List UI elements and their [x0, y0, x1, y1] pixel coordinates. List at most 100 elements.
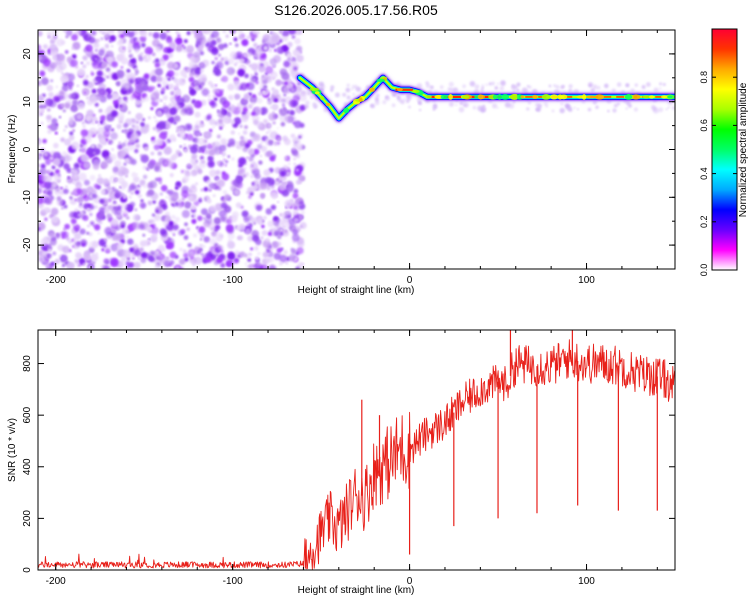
noise-speckle [177, 34, 181, 38]
noise-speckle [116, 242, 124, 249]
noise-speckle [181, 209, 190, 219]
noise-speckle [110, 128, 115, 132]
colorbar: 0.0 0.2 0.4 0.6 0.8 Normalized spectral ampl… [699, 28, 749, 276]
noise-speckle [117, 143, 124, 150]
noise-speckle [126, 216, 130, 220]
noise-speckle [80, 211, 85, 215]
noise-speckle [263, 265, 266, 268]
halo-speckle [548, 84, 552, 88]
noise-speckle [290, 248, 297, 255]
noise-speckle [177, 203, 183, 209]
noise-speckle [53, 173, 62, 182]
noise-speckle [124, 72, 130, 79]
noise-speckle [234, 250, 240, 256]
noise-speckle [250, 33, 257, 40]
noise-speckle [238, 132, 241, 135]
noise-speckle [48, 248, 52, 253]
y-tick-label: 400 [22, 458, 33, 475]
noise-speckle [166, 36, 173, 44]
noise-speckle [185, 107, 194, 116]
noise-speckle [118, 141, 121, 144]
noise-speckle [115, 233, 121, 239]
noise-speckle [153, 223, 157, 227]
noise-speckle [226, 218, 232, 225]
noise-speckle [167, 116, 176, 124]
noise-speckle [253, 106, 263, 115]
noise-speckle [283, 250, 288, 255]
noise-speckle [219, 151, 223, 154]
noise-speckle [108, 30, 115, 34]
noise-speckle [212, 73, 215, 75]
noise-speckle [146, 226, 153, 233]
noise-speckle [294, 168, 302, 177]
snr-line [38, 339, 675, 570]
noise-speckle [215, 169, 221, 176]
noise-speckle [153, 115, 157, 119]
noise-speckle [125, 261, 130, 266]
noise-speckle [267, 220, 275, 228]
noise-speckle [251, 114, 260, 122]
noise-speckle [140, 251, 148, 259]
noise-speckle [151, 136, 155, 141]
noise-speckle [293, 66, 298, 71]
noise-speckle [246, 156, 249, 159]
noise-speckle [127, 111, 131, 115]
noise-speckle [226, 139, 229, 142]
noise-speckle [114, 160, 122, 168]
noise-speckle [292, 210, 298, 215]
noise-speckle [138, 257, 141, 260]
noise-speckle [62, 264, 65, 267]
noise-speckle [220, 250, 224, 253]
noise-speckle [194, 32, 201, 39]
noise-speckle [251, 182, 255, 186]
halo-speckle [488, 82, 492, 86]
signal-blob [440, 94, 449, 99]
noise-speckle [291, 202, 297, 208]
noise-speckle [63, 204, 68, 209]
halo-speckle [595, 105, 599, 109]
noise-speckle [46, 31, 53, 37]
noise-speckle [282, 135, 288, 142]
noise-speckle [300, 225, 303, 228]
noise-speckle [99, 137, 106, 144]
halo-speckle [398, 98, 403, 103]
noise-speckle [62, 151, 67, 157]
noise-speckle [227, 155, 231, 158]
noise-speckle [141, 42, 146, 48]
noise-speckle [127, 207, 131, 211]
noise-speckle [243, 253, 248, 258]
noise-speckle [47, 129, 52, 135]
noise-speckle [159, 132, 167, 140]
noise-speckle [188, 145, 192, 149]
colorbar-gradient [711, 28, 738, 271]
noise-speckle [165, 140, 169, 144]
noise-speckle [129, 262, 135, 267]
noise-speckle [124, 139, 128, 143]
noise-speckle [181, 190, 190, 198]
noise-speckle [222, 30, 227, 34]
noise-speckle [281, 213, 286, 217]
noise-speckle [183, 39, 188, 44]
noise-speckle [90, 253, 99, 262]
noise-speckle [137, 193, 143, 199]
noise-speckle [188, 164, 191, 167]
noise-speckle [235, 141, 239, 145]
noise-speckle [254, 173, 261, 180]
noise-speckle [147, 200, 153, 206]
signal-blob [510, 94, 518, 100]
noise-speckle [90, 144, 95, 149]
noise-speckle [63, 188, 69, 195]
snr-series [38, 330, 675, 570]
noise-speckle [273, 252, 281, 260]
noise-speckle [280, 170, 286, 177]
noise-speckle [166, 123, 169, 127]
noise-speckle [76, 188, 83, 195]
noise-speckle [292, 147, 296, 151]
signal-blob [493, 94, 498, 100]
noise-speckle [205, 216, 213, 225]
noise-speckle [238, 35, 244, 40]
halo-speckle [628, 104, 632, 108]
noise-speckle [258, 65, 266, 73]
noise-speckle [43, 152, 48, 157]
